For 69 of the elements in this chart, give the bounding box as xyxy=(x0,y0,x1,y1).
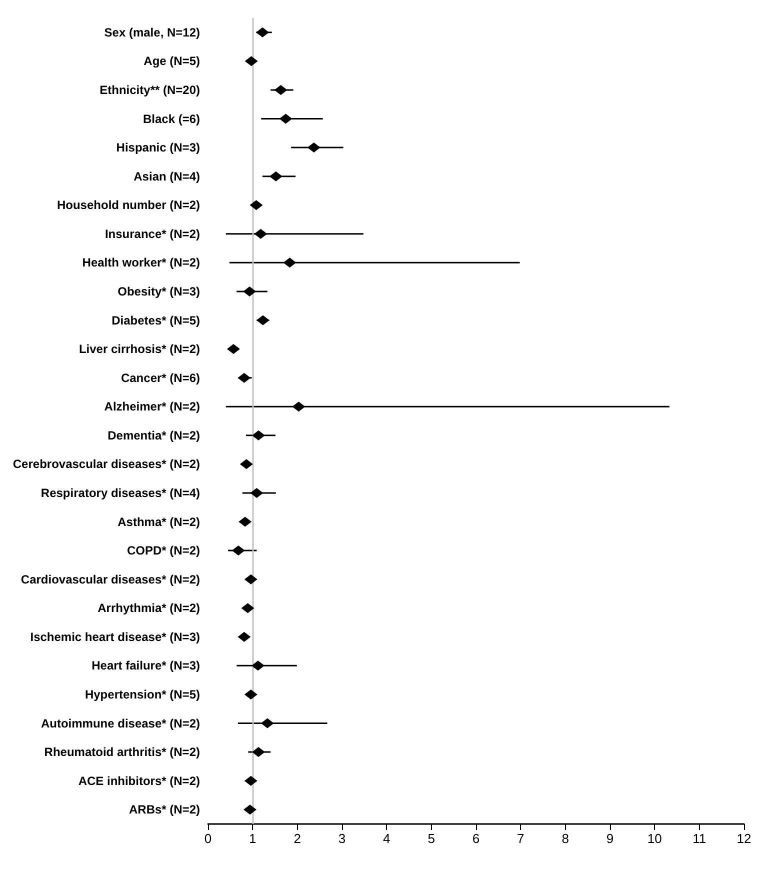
y-tick-label: Dementia* (N=2) xyxy=(108,428,200,442)
y-tick-label: Cancer* (N=6) xyxy=(120,370,200,385)
y-tick-label: ACE inhibitors* (N=2) xyxy=(78,774,200,788)
y-tick-label: Respiratory diseases* (N=4) xyxy=(40,486,200,500)
point xyxy=(254,228,268,239)
y-tick-label: ARBs* (N=2) xyxy=(128,802,200,817)
y-tick-label: Liver cirrhosis* (N=2) xyxy=(78,342,200,356)
y-tick-label: COPD* (N=2) xyxy=(126,544,200,558)
y-tick-label: Rheumatoid arthritis* (N=2) xyxy=(44,745,200,760)
point xyxy=(307,142,320,153)
point xyxy=(256,27,269,38)
x-tick-label: 7 xyxy=(517,831,524,846)
y-tick-label: Cardiovascular diseases* (N=2) xyxy=(20,572,200,586)
x-tick-label: 8 xyxy=(562,831,569,846)
point xyxy=(238,632,251,642)
point xyxy=(292,402,306,412)
y-tick-label: Black (=6) xyxy=(142,112,200,126)
point xyxy=(256,315,270,326)
point xyxy=(252,660,265,671)
y-tick-label: Diabetes* (N=5) xyxy=(112,313,200,328)
y-tick-label: Autoimmune disease* (N=2) xyxy=(40,716,200,730)
y-tick-label: Household number (N=2) xyxy=(56,198,200,212)
x-tick-label: 6 xyxy=(472,831,480,846)
point xyxy=(232,546,245,556)
point xyxy=(244,574,258,584)
x-tick-label: 11 xyxy=(692,831,706,846)
point xyxy=(252,747,265,758)
point xyxy=(283,258,296,268)
y-tick-label: Ethnicity** (N=20) xyxy=(100,82,200,97)
y-tick-label: Cerebrovascular diseases* (N=2) xyxy=(12,457,200,472)
x-tick-label: 10 xyxy=(647,831,662,846)
point xyxy=(260,718,274,728)
point xyxy=(250,488,264,498)
y-tick-label: Alzheimer* (N=2) xyxy=(104,400,200,414)
x-tick-label: 3 xyxy=(338,831,346,846)
point xyxy=(238,516,252,527)
point xyxy=(226,344,240,354)
y-tick-label: Obesity* (N=3) xyxy=(118,284,200,298)
point xyxy=(238,372,251,383)
point xyxy=(240,459,253,470)
point xyxy=(244,56,258,66)
point xyxy=(243,804,256,815)
point xyxy=(250,200,263,210)
x-tick-label: 1 xyxy=(249,831,256,846)
y-tick-label: Asian (N=4) xyxy=(134,169,200,184)
point xyxy=(243,286,256,296)
y-tick-label: Ischemic heart disease* (N=3) xyxy=(30,630,200,644)
point xyxy=(269,171,282,182)
x-tick-label: 2 xyxy=(294,831,301,846)
point xyxy=(244,776,258,786)
y-tick-label: Health worker* (N=2) xyxy=(82,256,200,270)
y-tick-label: Heart failure* (N=3) xyxy=(92,658,200,673)
point xyxy=(241,603,254,614)
point xyxy=(252,430,265,440)
x-tick-label: 0 xyxy=(204,831,212,846)
point xyxy=(274,84,288,95)
x-tick-label: 9 xyxy=(606,831,614,846)
point xyxy=(244,689,258,700)
y-tick-label: Hypertension* (N=5) xyxy=(84,687,200,702)
y-tick-label: Sex (male, N=12) xyxy=(104,25,200,40)
y-tick-label: Insurance* (N=2) xyxy=(104,226,200,241)
y-tick-label: Asthma* (N=2) xyxy=(118,514,200,529)
y-tick-label: Arrhythmia* (N=2) xyxy=(98,601,200,616)
point xyxy=(279,114,292,124)
y-tick-label: Hispanic (N=3) xyxy=(116,140,200,155)
y-tick-label: Age (N=5) xyxy=(144,54,200,68)
x-tick-label: 4 xyxy=(383,831,390,846)
x-tick-label: 5 xyxy=(428,831,435,846)
x-tick-label: 12 xyxy=(736,831,752,846)
